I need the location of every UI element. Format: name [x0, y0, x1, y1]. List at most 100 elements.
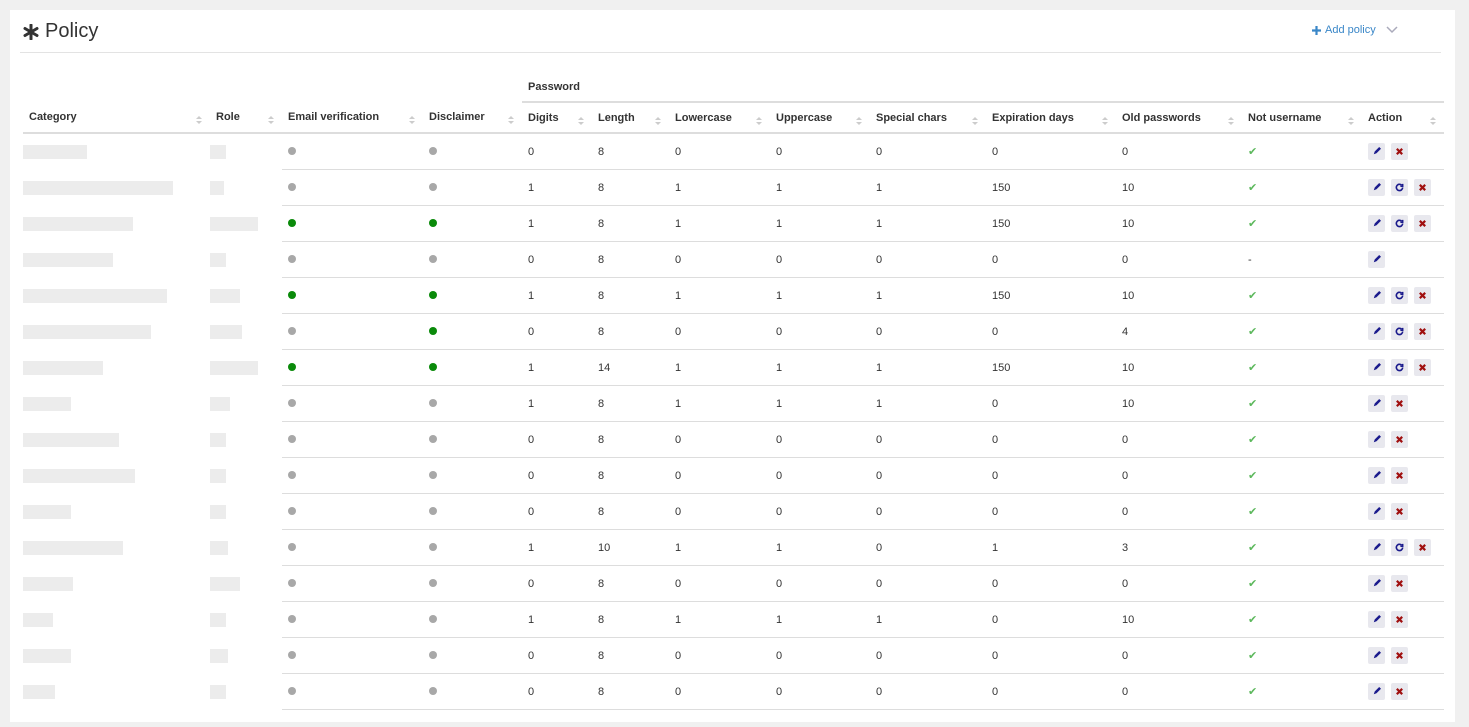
delete-button[interactable] — [1391, 575, 1408, 592]
expiration-value: 1 — [992, 541, 999, 554]
digits-value: 1 — [528, 217, 535, 230]
add-policy-button[interactable]: Add policy — [1312, 24, 1398, 36]
delete-button[interactable] — [1414, 215, 1431, 232]
category-cell — [23, 601, 210, 638]
edit-button[interactable] — [1368, 611, 1385, 628]
delete-button[interactable] — [1391, 431, 1408, 448]
email-status-dot — [288, 362, 296, 371]
redacted-category — [23, 216, 133, 231]
column-header[interactable]: Role — [210, 102, 282, 134]
not-username-value: ✔ — [1248, 650, 1258, 662]
column-header[interactable]: Special chars — [870, 102, 986, 134]
disclaimer-status-dot — [429, 362, 437, 371]
uppercase-value: 1 — [776, 289, 783, 302]
edit-button[interactable] — [1368, 539, 1385, 556]
delete-button[interactable] — [1414, 323, 1431, 340]
length-value: 8 — [598, 217, 605, 230]
expiration-value: 0 — [992, 685, 999, 698]
special-value: 0 — [876, 253, 883, 266]
column-header[interactable]: Email verification — [282, 102, 423, 134]
reset-button[interactable] — [1391, 179, 1408, 196]
edit-icon — [1373, 435, 1381, 443]
edit-button[interactable] — [1368, 683, 1385, 700]
category-cell — [23, 493, 210, 530]
delete-button[interactable] — [1414, 287, 1431, 304]
delete-button[interactable] — [1414, 359, 1431, 376]
action-cell — [1362, 349, 1445, 386]
delete-button[interactable] — [1391, 395, 1408, 412]
not-username-cell: ✔ — [1242, 385, 1362, 422]
delete-button[interactable] — [1391, 143, 1408, 160]
column-header[interactable]: Action — [1362, 102, 1445, 134]
disclaimer-cell — [423, 169, 522, 206]
edit-button[interactable] — [1368, 179, 1385, 196]
edit-button[interactable] — [1368, 143, 1385, 160]
column-header[interactable]: Uppercase — [770, 102, 870, 134]
edit-button[interactable] — [1368, 467, 1385, 484]
special-value: 1 — [876, 613, 883, 626]
column-header[interactable]: Disclaimer — [423, 102, 522, 134]
expiration-value: 0 — [992, 253, 999, 266]
delete-icon — [1419, 364, 1426, 371]
category-cell — [23, 349, 210, 386]
disclaimer-cell — [423, 601, 522, 638]
action-cell — [1362, 133, 1445, 170]
email-status-dot — [288, 434, 296, 443]
old-value: 0 — [1122, 505, 1129, 518]
old-cell: 0 — [1116, 565, 1242, 602]
special-cell: 0 — [870, 493, 986, 530]
reset-button[interactable] — [1391, 539, 1408, 556]
action-cell — [1362, 601, 1445, 638]
redacted-role — [210, 468, 226, 483]
edit-button[interactable] — [1368, 251, 1385, 268]
edit-button[interactable] — [1368, 395, 1385, 412]
reset-button[interactable] — [1391, 323, 1408, 340]
delete-button[interactable] — [1391, 647, 1408, 664]
length-value: 8 — [598, 181, 605, 194]
edit-button[interactable] — [1368, 647, 1385, 664]
lowercase-cell: 0 — [669, 457, 770, 494]
edit-button[interactable] — [1368, 503, 1385, 520]
delete-icon — [1419, 544, 1426, 551]
length-cell: 8 — [592, 169, 669, 206]
delete-button[interactable] — [1391, 467, 1408, 484]
reset-button[interactable] — [1391, 215, 1408, 232]
reset-button[interactable] — [1391, 359, 1408, 376]
plus-icon — [1312, 25, 1321, 35]
not-username-value: ✔ — [1248, 218, 1258, 230]
delete-icon — [1396, 688, 1403, 695]
special-cell: 1 — [870, 601, 986, 638]
delete-button[interactable] — [1391, 683, 1408, 700]
edit-button[interactable] — [1368, 323, 1385, 340]
edit-button[interactable] — [1368, 575, 1385, 592]
column-header[interactable]: Length — [592, 102, 669, 134]
column-header[interactable]: Not username — [1242, 102, 1362, 134]
table-row: 0 8 0 0 0 0 0 - — [23, 241, 1445, 278]
column-header[interactable]: Digits — [522, 102, 592, 134]
column-header[interactable]: Expiration days — [986, 102, 1116, 134]
column-header[interactable]: Lowercase — [669, 102, 770, 134]
edit-button[interactable] — [1368, 431, 1385, 448]
redacted-role — [210, 252, 226, 267]
edit-button[interactable] — [1368, 215, 1385, 232]
expiration-cell: 0 — [986, 241, 1116, 278]
delete-button[interactable] — [1414, 179, 1431, 196]
disclaimer-status-dot — [429, 218, 437, 227]
delete-button[interactable] — [1391, 611, 1408, 628]
edit-button[interactable] — [1368, 287, 1385, 304]
edit-icon — [1373, 327, 1381, 335]
email-status-dot — [288, 542, 296, 551]
action-cell — [1362, 205, 1445, 242]
not-username-value: ✔ — [1248, 434, 1258, 446]
delete-button[interactable] — [1414, 539, 1431, 556]
column-header[interactable]: Category — [23, 102, 210, 134]
delete-button[interactable] — [1391, 503, 1408, 520]
reset-icon — [1395, 183, 1404, 192]
role-cell — [210, 421, 282, 458]
edit-button[interactable] — [1368, 359, 1385, 376]
email-status-dot — [288, 218, 296, 227]
column-header[interactable]: Old passwords — [1116, 102, 1242, 134]
disclaimer-status-dot — [429, 146, 437, 155]
digits-cell: 0 — [522, 133, 592, 170]
reset-button[interactable] — [1391, 287, 1408, 304]
